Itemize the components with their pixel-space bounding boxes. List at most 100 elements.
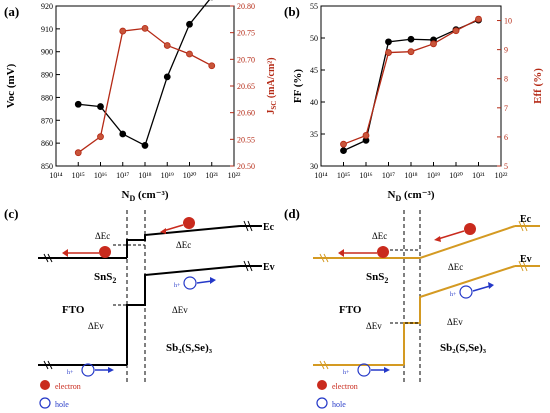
panel-c-legend-electron: electron (55, 382, 81, 391)
y-right-tick-label: 20.70 (237, 55, 255, 64)
y-left-tick-label: 900 (41, 48, 53, 57)
panel-d-sns2-sub: 2 (384, 276, 388, 285)
panel-b-left-ticks: 30 35 40 45 50 55 (310, 2, 325, 171)
panel-a-ylabel-left: Voc (mV) (5, 63, 17, 108)
y-right-tick-label: 20.50 (237, 162, 255, 171)
panel-d-electron-arrowhead (338, 249, 344, 257)
x-tick-label: 10¹⁹ (161, 171, 174, 180)
panel-d-electron-left (377, 246, 389, 258)
x-tick-label: 10¹⁷ (116, 171, 129, 180)
panel-d-legend-electron: electron (332, 382, 358, 391)
panel-d-absorber-label: Sb₂(S,Se)₃ (440, 342, 487, 354)
panel-c-break-mark (47, 253, 53, 263)
x-tick-label: 10¹⁵ (337, 171, 350, 180)
panel-d-ev-band (403, 265, 516, 365)
panel-c-electron-arrowhead (62, 249, 68, 257)
data-point-right (362, 132, 370, 139)
panel-a-xlabel-unit: (cm⁻³) (135, 189, 169, 201)
panel-c-hole-arrow-right (196, 280, 213, 284)
x-tick-label: 10²⁰ (183, 171, 197, 180)
panel-a-right-ticks: 20.50 20.55 20.60 20.65 20.70 20.75 20.80 (230, 2, 255, 171)
panel-c-hole-left-label: h+ (67, 370, 74, 376)
panel-c-break-mark (247, 220, 253, 232)
data-point-left (407, 35, 415, 43)
panel-c-break-mark (243, 260, 249, 272)
panel-d-letter: (d) (284, 206, 300, 221)
y-left-tick-label: 910 (41, 25, 53, 34)
panel-d-electron-arrowhead (434, 236, 441, 242)
x-tick-label: 10¹⁸ (138, 171, 151, 180)
y-left-tick-label: 55 (310, 2, 318, 11)
panel-d-dev-right-label: ΔEv (447, 317, 463, 327)
panel-d-hole-left (357, 363, 371, 377)
panel-c-hole-right-label: h+ (174, 283, 181, 289)
panel-c-break-mark (47, 360, 53, 370)
y-right-tick-label: 20.55 (237, 135, 255, 144)
data-point-right (208, 62, 216, 70)
panel-d-break-mark (319, 360, 325, 370)
panel-c-hole-arrowhead (108, 367, 114, 373)
data-point-right (430, 40, 437, 48)
y-left-tick-label: 50 (310, 34, 318, 43)
panel-c-sns2-main: SnS (94, 271, 112, 283)
panel-c-legend-hole: hole (55, 400, 69, 409)
y-left-tick-label: 30 (310, 162, 318, 171)
panel-d-ec-band (404, 225, 516, 259)
panel-d-dec-left-label: ΔEc (372, 231, 387, 241)
panel-d-break-mark (518, 260, 524, 272)
panel-d-hole-arrow-right (472, 285, 491, 292)
panel-b-series (340, 15, 482, 155)
panel-d-break-mark (323, 253, 329, 263)
panel-c-dev-left-label: ΔEv (88, 321, 104, 331)
panel-d-electron-right (464, 223, 476, 235)
y-right-tick-label: 20.80 (237, 2, 255, 11)
panel-c-electron-arrowhead (160, 228, 166, 234)
x-tick-label: 10²² (495, 171, 508, 180)
panel-c-dec-left-label: ΔEc (95, 231, 110, 241)
data-point-left (340, 147, 347, 155)
panel-b-xlabel-sub: D (395, 194, 401, 203)
series-line-right (77, 27, 213, 154)
panel-d-legend-electron-icon (317, 380, 327, 390)
x-tick-label: 10¹⁶ (94, 171, 107, 180)
data-point-right (340, 140, 347, 148)
panel-d-hole-right-label: h+ (450, 292, 457, 298)
y-left-tick-label: 40 (310, 98, 318, 107)
panel-c-electron-arrow-right (162, 224, 184, 232)
panel-d-hole-arrowhead (488, 282, 494, 289)
panel-a-ylabel-right-unit: (mA/cm²) (266, 57, 277, 100)
panel-a-series (74, 0, 216, 157)
panel-d-break-mark (323, 360, 329, 370)
panel-d-hole-arrowhead (384, 367, 390, 373)
panel-d-hole-left-label: h+ (343, 370, 350, 376)
panel-c-electron-left (99, 246, 111, 258)
y-right-tick-label: 9 (504, 46, 508, 55)
panel-c: (c) Ec Ev ΔEc ΔEc ΔEv ΔEv SnS2 FTO Sb₂(S… (4, 206, 275, 409)
y-left-tick-label: 920 (41, 2, 53, 11)
x-tick-label: 10¹⁴ (49, 171, 62, 180)
panel-c-ev-label: Ev (263, 262, 275, 273)
y-right-tick-label: 20.65 (237, 82, 255, 91)
data-point-left (385, 38, 392, 46)
y-right-tick-label: 20.75 (237, 29, 255, 38)
data-point-right (163, 42, 171, 49)
panel-d-hole-right (459, 285, 473, 299)
panel-c-dec-right-label: ΔEc (176, 240, 191, 250)
panel-b-xlabel: ND (cm⁻³) (388, 189, 435, 203)
data-point-right (97, 133, 104, 141)
panel-d-fto-label: FTO (339, 304, 362, 316)
panel-d-break-mark (522, 260, 528, 272)
panel-c-legend-electron-icon (40, 380, 50, 390)
y-left-tick-label: 870 (41, 116, 53, 125)
panel-c-ec-band (126, 225, 241, 258)
data-point-right (119, 27, 127, 35)
y-left-tick-label: 860 (41, 139, 53, 148)
panel-c-letter: (c) (4, 206, 18, 221)
data-point-left (163, 73, 171, 81)
y-right-tick-label: 6 (504, 133, 508, 142)
data-point-right (475, 15, 482, 23)
data-point-left (97, 103, 104, 110)
panel-c-ec-label: Ec (263, 222, 275, 233)
panel-c-sns2-label: SnS2 (94, 271, 116, 285)
